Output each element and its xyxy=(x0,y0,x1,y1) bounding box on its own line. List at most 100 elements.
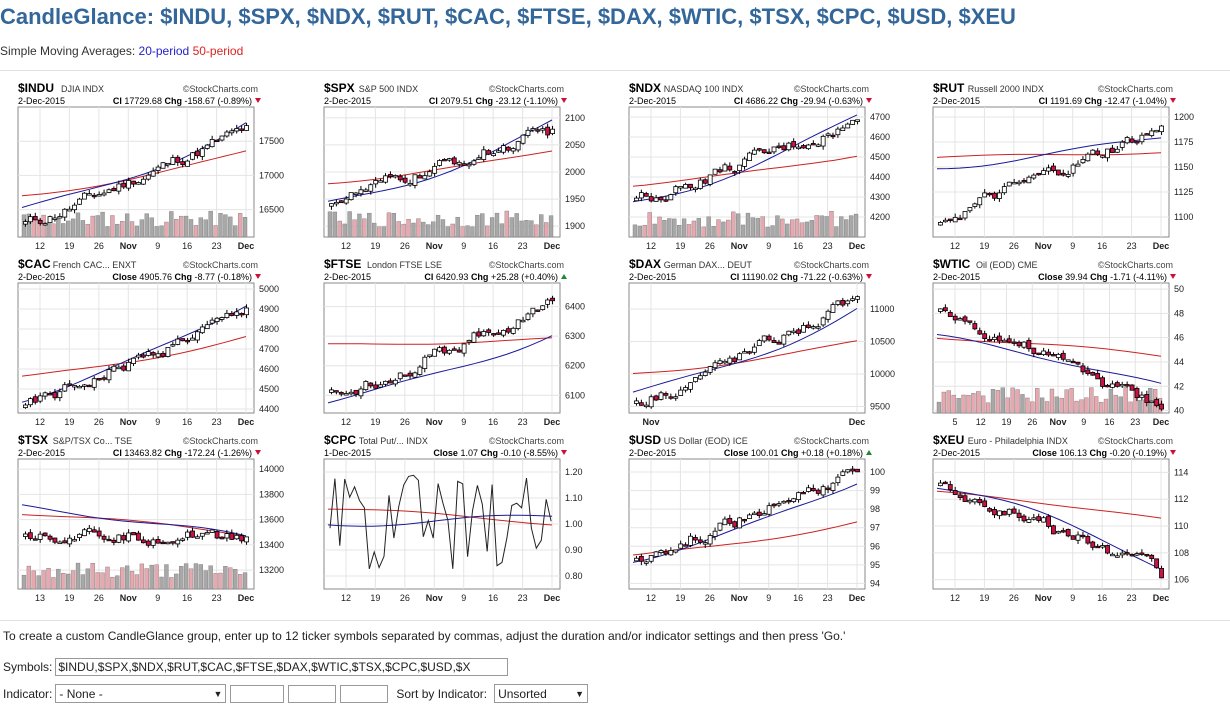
candle xyxy=(535,129,541,132)
volume-bar xyxy=(504,210,509,238)
volume-bar xyxy=(183,215,189,238)
candle xyxy=(496,150,501,153)
candle xyxy=(155,166,161,171)
candle xyxy=(830,482,836,491)
candle xyxy=(1046,351,1051,356)
volume-bar xyxy=(652,223,657,238)
chart-symbol: $CAC xyxy=(18,257,51,271)
candle xyxy=(348,391,354,395)
x-tick-label: 23 xyxy=(1127,593,1137,603)
candle xyxy=(126,361,132,372)
indicator-param-2-input[interactable] xyxy=(288,684,337,703)
y-tick-label: 1100 xyxy=(1174,212,1193,222)
x-tick-label: 26 xyxy=(705,593,715,603)
volume-bar xyxy=(164,221,169,238)
candle xyxy=(1055,353,1061,358)
candle xyxy=(47,535,53,540)
candle xyxy=(32,216,38,221)
chart-date: 2-Dec-2015 xyxy=(18,448,65,458)
x-tick-label: 23 xyxy=(518,593,528,603)
candle xyxy=(343,393,349,396)
candle xyxy=(1021,180,1027,183)
candle xyxy=(1139,394,1145,398)
candle xyxy=(27,532,33,539)
sort-select[interactable]: Unsorted ▼ xyxy=(494,684,589,703)
candle xyxy=(101,535,107,540)
candle xyxy=(835,128,841,136)
volume-bar xyxy=(936,401,942,414)
indicator-select[interactable]: - None - ▼ xyxy=(55,684,227,703)
volume-bar xyxy=(853,213,859,238)
x-tick-label: 12 xyxy=(950,241,960,251)
candle xyxy=(982,192,988,198)
plot-area xyxy=(17,106,255,238)
candle xyxy=(1041,350,1047,355)
volume-bar xyxy=(372,222,377,238)
candle xyxy=(185,339,190,343)
volume-bar xyxy=(951,394,956,414)
candle xyxy=(1070,164,1076,174)
candle xyxy=(1124,384,1130,387)
candle xyxy=(338,200,344,204)
candle xyxy=(96,378,102,381)
candle xyxy=(96,530,102,537)
volume-bar xyxy=(647,212,652,238)
chart-quote: Cl 2079.51 Chg -23.12 (-1.10%) xyxy=(429,96,558,106)
candle xyxy=(86,193,92,196)
indicator-param-3-input[interactable] xyxy=(340,684,389,703)
candle xyxy=(37,219,43,224)
symbols-input[interactable]: $INDU,$SPX,$NDX,$RUT,$CAC,$FTSE,$DAX,$WT… xyxy=(55,658,509,676)
volume-bar xyxy=(159,225,164,238)
y-tick-label: 95 xyxy=(870,560,880,570)
candle xyxy=(830,304,836,313)
candle xyxy=(27,398,33,406)
volume-bar xyxy=(1113,394,1118,414)
y-tick-label: 10500 xyxy=(870,337,895,347)
volume-bar xyxy=(36,575,41,590)
x-tick-label: 19 xyxy=(979,593,989,603)
candle xyxy=(938,222,943,226)
candle xyxy=(550,128,555,134)
candle xyxy=(643,193,649,197)
y-tick-label: 40 xyxy=(1174,406,1184,416)
plot-area xyxy=(628,282,866,414)
candle xyxy=(190,152,195,160)
candle xyxy=(471,332,477,343)
candle xyxy=(722,360,728,364)
candle xyxy=(732,357,738,363)
volume-bar xyxy=(347,211,352,238)
indicator-param-1-input[interactable] xyxy=(230,684,285,703)
candle xyxy=(634,557,639,562)
candle xyxy=(942,219,948,223)
y-tick-label: 6200 xyxy=(565,361,585,371)
volume-bar xyxy=(169,211,174,238)
up-arrow-icon xyxy=(561,274,567,279)
chart-name: German DAX... DEUT xyxy=(664,260,753,270)
volume-bar xyxy=(90,563,95,590)
x-tick-label: Nov xyxy=(1035,241,1052,251)
candle xyxy=(209,529,215,533)
volume-bar xyxy=(159,576,164,590)
chart-xeu: $XEU Euro - Philadelphia INDX ©StockCharts… xyxy=(932,433,1189,603)
volume-bar xyxy=(642,225,647,238)
candle xyxy=(437,160,442,166)
candle xyxy=(1060,530,1066,533)
chart-name: DJIA INDX xyxy=(61,84,104,94)
chart-name: NASDAQ 100 INDX xyxy=(664,84,744,94)
candle xyxy=(722,164,728,172)
candle xyxy=(1065,528,1071,537)
chart-name: London FTSE LSE xyxy=(367,260,442,270)
volume-bar xyxy=(435,215,441,238)
x-tick-label: 9 xyxy=(155,593,160,603)
volume-bar xyxy=(110,215,115,238)
sma-50-line xyxy=(21,514,247,537)
volume-bar xyxy=(760,216,765,238)
candle xyxy=(505,328,511,333)
sort-label: Sort by Indicator: xyxy=(396,686,488,701)
volume-bar xyxy=(242,572,248,590)
candle xyxy=(427,171,433,177)
candle xyxy=(229,532,235,540)
candle xyxy=(224,131,230,137)
up-arrow-icon xyxy=(866,450,872,455)
candle xyxy=(678,186,684,189)
